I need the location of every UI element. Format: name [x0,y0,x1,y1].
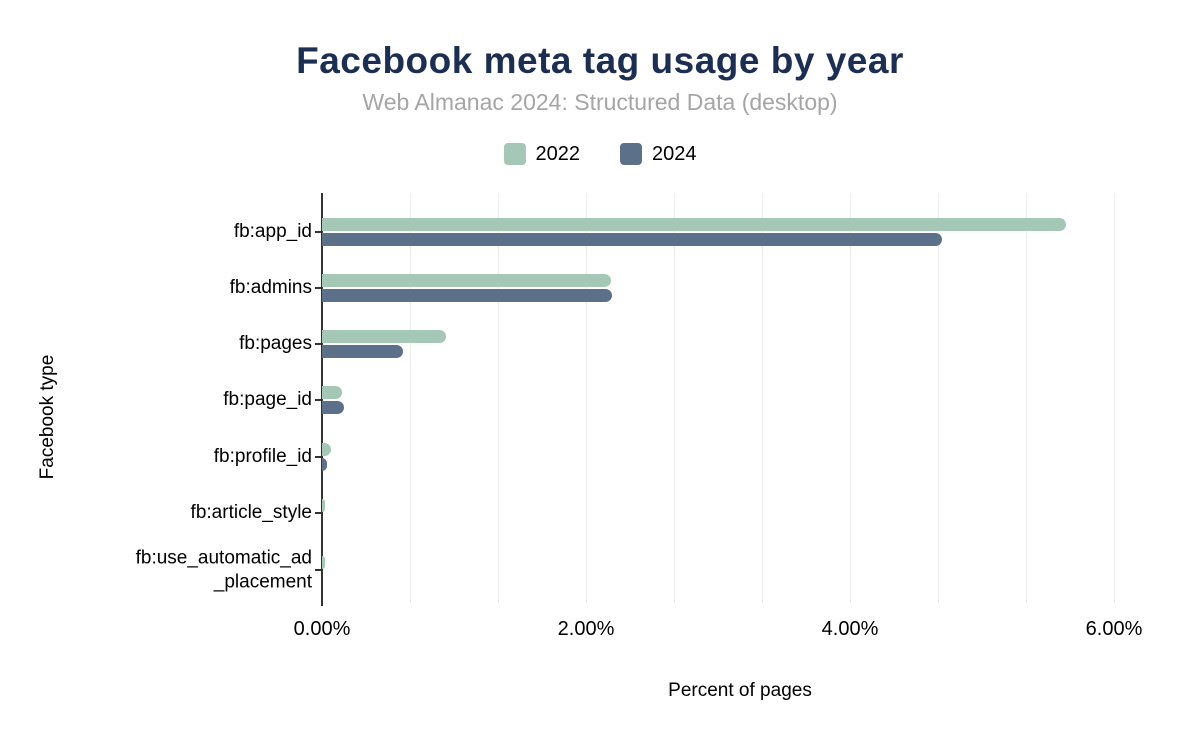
x-tick-4.00%: 4.00% [821,618,879,640]
bar-row [322,499,1158,527]
y-tick-mark [315,456,322,458]
bar-2022-fb:use_automatic_ad_placement [322,556,325,569]
bar-2024-fb:page_id [322,401,345,414]
y-tick-mark [315,231,322,233]
x-tick-6.00%: 6.00% [1085,618,1143,640]
category-label-fb:article_style: fb:article_style [190,502,312,524]
bar-row [322,218,1158,246]
gridline [410,193,411,603]
bar-2022-fb:app_id [322,218,1067,231]
gridline [497,193,499,603]
category-label-fb:admins: fb:admins [229,277,312,299]
legend-entry-2024: 2024 [620,143,697,166]
plot-area [315,193,1158,606]
category-label-fb:page_id: fb:page_id [223,389,312,411]
y-tick-mark [315,399,322,401]
bar-2022-fb:article_style [322,499,325,512]
category-label-fb:use_automatic_ad_placement: fb:use_automatic_ad _placement [135,547,312,592]
gridline [674,193,675,603]
x-tick-2.00%: 2.00% [557,618,615,640]
x-tick-0.00%: 0.00% [293,618,351,640]
legend-entry-2022: 2022 [503,142,581,166]
gridline [938,193,939,603]
category-label-fb:pages: fb:pages [239,333,312,355]
y-tick-mark [315,287,322,289]
bar-2022-fb:pages [322,330,447,343]
gridline [761,193,763,603]
gridline [1114,193,1115,603]
category-label-fb:app_id: fb:app_id [233,221,312,243]
chart-subtitle: Web Almanac 2024: Structured Data (deskt… [362,89,838,115]
bar-2024-fb:profile_id [322,458,328,471]
gridline [1025,193,1027,603]
bar-2022-fb:profile_id [322,443,332,456]
legend-swatch-2024 [620,143,642,165]
legend-swatch-2022 [503,143,526,165]
bar-2022-fb:page_id [322,386,342,399]
bar-2024-fb:pages [322,345,403,358]
y-tick-mark [315,512,322,514]
bar-row [322,386,1158,414]
legend-label-2022: 2022 [535,142,581,165]
bar-2024-fb:app_id [322,233,943,246]
bar-2022-fb:admins [322,274,612,287]
y-axis-title: Facebook type [37,354,58,480]
y-axis-line [321,193,323,606]
y-tick-mark [315,343,322,345]
bar-row [322,556,1158,584]
gridline [850,193,851,603]
gridline [586,193,587,603]
legend: 2022 2024 [0,140,1200,168]
chart-title: Facebook meta tag usage by year [296,40,904,81]
bar-row [322,443,1158,471]
y-tick-mark [315,569,322,571]
bar-row [322,330,1158,358]
legend-label-2024: 2024 [652,142,697,165]
x-axis-title: Percent of pages [668,680,812,701]
category-label-fb:profile_id: fb:profile_id [213,446,312,468]
bar-2024-fb:admins [322,289,613,302]
bar-row [322,274,1158,302]
